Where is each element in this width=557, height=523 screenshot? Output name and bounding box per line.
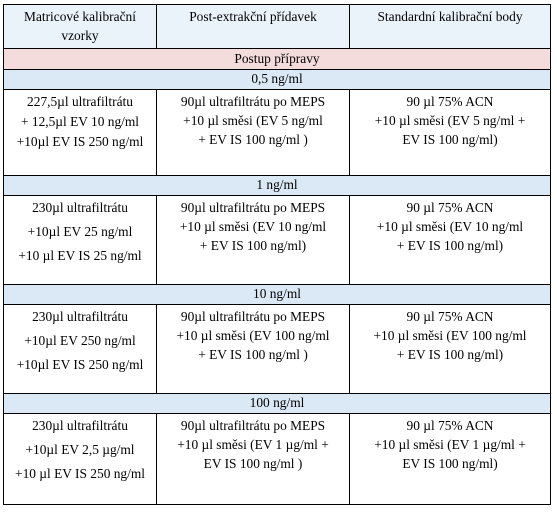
cell-line: 90 µl 75% ACN [406,309,494,324]
concentration-row: 100 ng/ml [3,393,551,414]
procedure-title: Postup přípravy [3,48,551,70]
cell-line: EV IS 100 ng/ml) [402,456,498,471]
cell-line: 230µl ultrafiltrátu [32,200,128,215]
cell-line: 90µl ultrafiltrátu po MEPS [180,418,326,433]
cell-line: +10 µl směsi (EV 10 ng/ml [179,219,327,234]
cell-line: +10 µl směsi (EV 10 ng/ml [376,219,524,234]
cell-line: 90µl ultrafiltrátu po MEPS [180,200,326,215]
concentration-label: 1 ng/ml [3,175,551,196]
standard-point-cell: 90 µl 75% ACN +10 µl směsi (EV 100 ng/ml… [349,304,551,394]
cell-line: +10 µl směsi (EV 100 ng/ml [373,328,527,343]
cell-line: +10 µl směsi (EV 5 ng/ml + [374,113,526,128]
cell-line: + EV IS 100 ng/ml) [396,238,504,253]
cell-line: +10µl EV IS 250 ng/ml [16,357,144,372]
matrix-sample-cell: 230µl ultrafiltrátu +10µl EV 25 ng/ml +1… [3,195,157,285]
cell-line: + EV IS 100 ng/ml) [396,347,504,362]
concentration-label: 10 ng/ml [3,284,551,305]
post-extraction-cell: 90µl ultrafiltrátu po MEPS +10 µl směsi … [156,304,350,394]
cell-line: EV IS 100 ng/ml ) [203,456,303,471]
cell-line: + EV IS 100 ng/ml ) [198,347,308,362]
cell-line: +10µl EV 25 ng/ml [27,224,133,239]
cell-line: +10 µl směsi (EV 5 ng/ml [183,113,323,128]
matrix-sample-cell: 230µl ultrafiltrátu +10µl EV 2,5 µg/ml +… [3,413,157,505]
table-row: 230µl ultrafiltrátu +10µl EV 250 ng/ml +… [3,304,551,394]
matrix-sample-cell: 227,5µl ultrafiltrátu + 12,5µl EV 10 ng/… [3,89,157,176]
preparation-table: Matricové kalibrační vzorky Post-extrakč… [3,4,551,505]
concentration-label: 0,5 ng/ml [3,69,551,90]
cell-line: 90µl ultrafiltrátu po MEPS [180,94,326,109]
procedure-row: Postup přípravy [3,48,551,70]
post-extraction-cell: 90µl ultrafiltrátu po MEPS +10 µl směsi … [156,89,350,176]
table-row: 230µl ultrafiltrátu +10µl EV 25 ng/ml +1… [3,195,551,285]
header-row: Matricové kalibrační vzorky Post-extrakč… [3,4,551,49]
cell-line: 230µl ultrafiltrátu [32,418,128,433]
concentration-label: 100 ng/ml [3,393,551,414]
cell-line: 90 µl 75% ACN [406,94,494,109]
cell-line: + EV IS 100 ng/ml ) [198,132,308,147]
cell-line: 90 µl 75% ACN [406,200,494,215]
cell-line: +10 µl směsi (EV 1 µg/ml + [374,437,526,452]
cell-line: +10 µl směsi (EV 100 ng/ml [176,328,330,343]
concentration-row: 0,5 ng/ml [3,69,551,90]
cell-line: + 12,5µl EV 10 ng/ml [20,114,140,129]
cell-line: 90µl ultrafiltrátu po MEPS [180,309,326,324]
cell-line: +10µl EV 2,5 µg/ml [25,442,135,457]
cell-line: EV IS 100 ng/ml) [402,132,498,147]
header-standard-points: Standardní kalibrační body [349,4,551,49]
concentration-row: 10 ng/ml [3,284,551,305]
post-extraction-cell: 90µl ultrafiltrátu po MEPS +10 µl směsi … [156,413,350,505]
cell-line: + EV IS 100 ng/ml) [199,238,307,253]
standard-point-cell: 90 µl 75% ACN +10 µl směsi (EV 10 ng/ml … [349,195,551,285]
cell-line: +10 µl EV IS 25 ng/ml [18,248,142,263]
cell-line: +10 µl EV IS 250 ng/ml [15,466,145,481]
cell-line: +10µl EV 250 ng/ml [24,333,136,348]
cell-line: 230µl ultrafiltrátu [32,309,128,324]
concentration-row: 1 ng/ml [3,175,551,196]
cell-line: +10 µl směsi (EV 1 µg/ml + [177,437,329,452]
header-matrix-samples: Matricové kalibrační vzorky [3,4,157,49]
table-row: 227,5µl ultrafiltrátu + 12,5µl EV 10 ng/… [3,89,551,176]
cell-line: 227,5µl ultrafiltrátu [27,94,133,109]
standard-point-cell: 90 µl 75% ACN +10 µl směsi (EV 1 µg/ml +… [349,413,551,505]
cell-line: 90 µl 75% ACN [406,418,494,433]
cell-line: +10µl EV IS 250 ng/ml [16,134,144,149]
matrix-sample-cell: 230µl ultrafiltrátu +10µl EV 250 ng/ml +… [3,304,157,394]
table-row: 230µl ultrafiltrátu +10µl EV 2,5 µg/ml +… [3,413,551,505]
header-post-extraction: Post-extrakční přídavek [156,4,350,49]
post-extraction-cell: 90µl ultrafiltrátu po MEPS +10 µl směsi … [156,195,350,285]
standard-point-cell: 90 µl 75% ACN +10 µl směsi (EV 5 ng/ml +… [349,89,551,176]
